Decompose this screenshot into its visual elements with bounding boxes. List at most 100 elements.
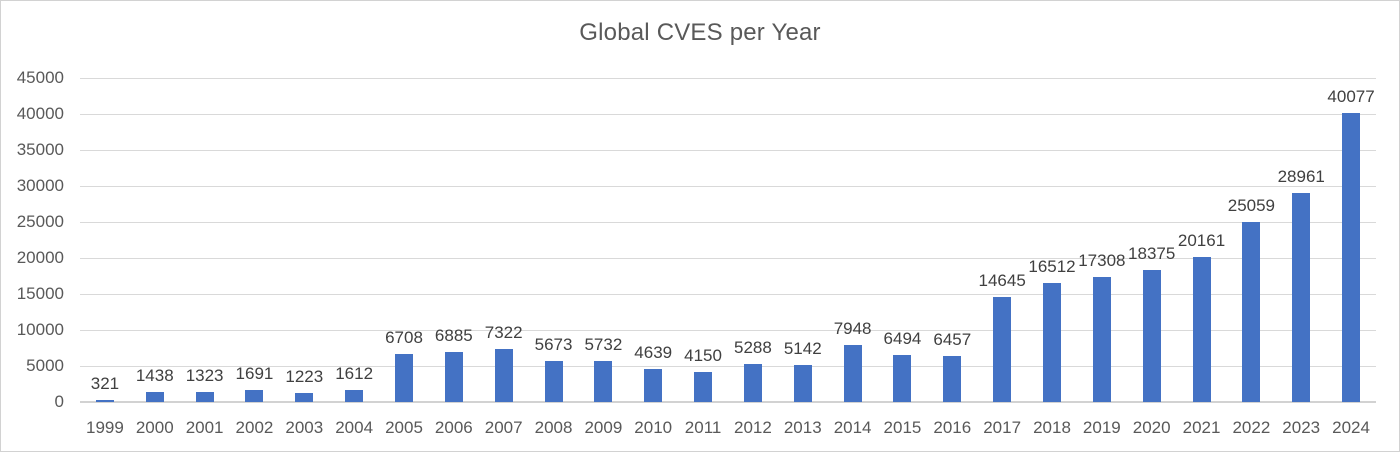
x-tick-label: 2000 (135, 418, 174, 437)
bar-value-label: 14645 (978, 271, 1026, 290)
x-tick-label: 2024 (1332, 418, 1370, 437)
bar-2008 (545, 361, 563, 402)
x-tick-label: 2010 (634, 418, 673, 437)
bar-value-label: 28961 (1277, 167, 1325, 186)
y-tick-label: 35000 (16, 140, 64, 159)
bar-value-label: 6708 (385, 328, 423, 347)
bar-value-label: 1223 (285, 367, 324, 386)
x-tick-label: 2017 (983, 418, 1022, 437)
y-gridline (80, 78, 1376, 79)
bar-value-label: 17308 (1078, 251, 1126, 270)
bar-value-label: 4639 (634, 343, 673, 362)
bar-value-label: 1691 (235, 364, 274, 383)
bar-2010 (644, 369, 662, 402)
bar-2019 (1093, 277, 1111, 402)
x-tick-label: 2001 (185, 418, 224, 437)
bar-value-label: 5732 (584, 335, 623, 354)
y-gridline (80, 258, 1376, 259)
y-tick-label: 30000 (16, 176, 64, 195)
bar-2005 (395, 354, 413, 402)
bar-2014 (844, 345, 862, 402)
bar-2017 (993, 297, 1011, 402)
bar-2003 (295, 393, 313, 402)
bar-value-label: 1612 (335, 364, 374, 383)
bar-2016 (943, 356, 961, 402)
bar-2000 (146, 392, 164, 402)
bar-2006 (445, 352, 463, 402)
bar-value-label: 1323 (185, 366, 224, 385)
bar-value-label: 20161 (1177, 231, 1226, 250)
bar-2007 (495, 349, 513, 402)
bar-2011 (694, 372, 712, 402)
x-tick-label: 2012 (734, 418, 772, 437)
bar-value-label: 1438 (135, 366, 174, 385)
bar-value-label: 5673 (534, 335, 573, 354)
bar-2023 (1292, 193, 1310, 402)
x-tick-label: 2004 (335, 418, 374, 437)
y-gridline (80, 330, 1376, 331)
bar-2013 (794, 365, 812, 402)
bar-2020 (1143, 270, 1161, 402)
y-gridline (80, 150, 1376, 151)
x-tick-label: 2021 (1182, 418, 1221, 437)
y-tick-label: 20000 (16, 248, 64, 267)
bar-2015 (893, 355, 911, 402)
x-tick-label: 2011 (684, 418, 722, 437)
bar-value-label: 5288 (734, 338, 772, 357)
bar-value-label: 321 (90, 374, 120, 393)
bar-value-label: 7322 (484, 323, 523, 342)
y-tick-label: 5000 (26, 356, 64, 375)
y-tick-label: 45000 (16, 68, 64, 87)
x-tick-label: 2005 (385, 418, 423, 437)
bar-2001 (196, 392, 214, 402)
y-gridline (80, 114, 1376, 115)
y-gridline (80, 222, 1376, 223)
bar-value-label: 6885 (434, 326, 473, 345)
x-tick-label: 2013 (783, 418, 822, 437)
x-tick-label: 2003 (285, 418, 324, 437)
y-tick-label: 25000 (16, 212, 64, 231)
bar-value-label: 7948 (833, 319, 872, 338)
x-tick-label: 2014 (833, 418, 872, 437)
x-tick-label: 2007 (484, 418, 523, 437)
x-tick-label: 2016 (933, 418, 972, 437)
x-tick-label: 2020 (1132, 418, 1171, 437)
y-gridline (80, 294, 1376, 295)
x-tick-label: 2023 (1282, 418, 1321, 437)
bar-value-label: 6494 (883, 329, 922, 348)
bar-value-label: 16512 (1028, 257, 1076, 276)
bar-2022 (1242, 222, 1260, 402)
x-axis-line (80, 401, 1376, 403)
bar-2024 (1342, 113, 1360, 402)
x-tick-label: 2019 (1082, 418, 1121, 437)
bar-value-label: 5142 (783, 339, 822, 358)
x-tick-label: 2015 (883, 418, 922, 437)
bar-2012 (744, 364, 762, 402)
bar-2002 (245, 390, 263, 402)
bar-value-label: 4150 (684, 346, 722, 365)
x-tick-label: 2022 (1232, 418, 1271, 437)
y-tick-label: 15000 (16, 284, 64, 303)
y-tick-label: 10000 (16, 320, 64, 339)
bar-2009 (594, 361, 612, 402)
bar-2021 (1193, 257, 1211, 402)
x-tick-label: 2006 (434, 418, 473, 437)
y-tick-label: 0 (54, 392, 64, 411)
bar-value-label: 40077 (1327, 87, 1375, 106)
bar-2018 (1043, 283, 1061, 402)
y-gridline (80, 186, 1376, 187)
y-gridline (80, 366, 1376, 367)
x-tick-label: 2009 (584, 418, 623, 437)
bar-2004 (345, 390, 363, 402)
chart-title: Global CVES per Year (579, 19, 821, 46)
bar-value-label: 25059 (1227, 196, 1276, 215)
bar-1999 (96, 400, 114, 402)
y-tick-label: 40000 (16, 104, 64, 123)
x-tick-label: 2008 (534, 418, 573, 437)
x-tick-label: 1999 (86, 418, 124, 437)
bar-value-label: 6457 (933, 330, 972, 349)
x-tick-label: 2002 (235, 418, 274, 437)
x-tick-label: 2018 (1033, 418, 1071, 437)
bar-value-label: 18375 (1128, 244, 1176, 263)
